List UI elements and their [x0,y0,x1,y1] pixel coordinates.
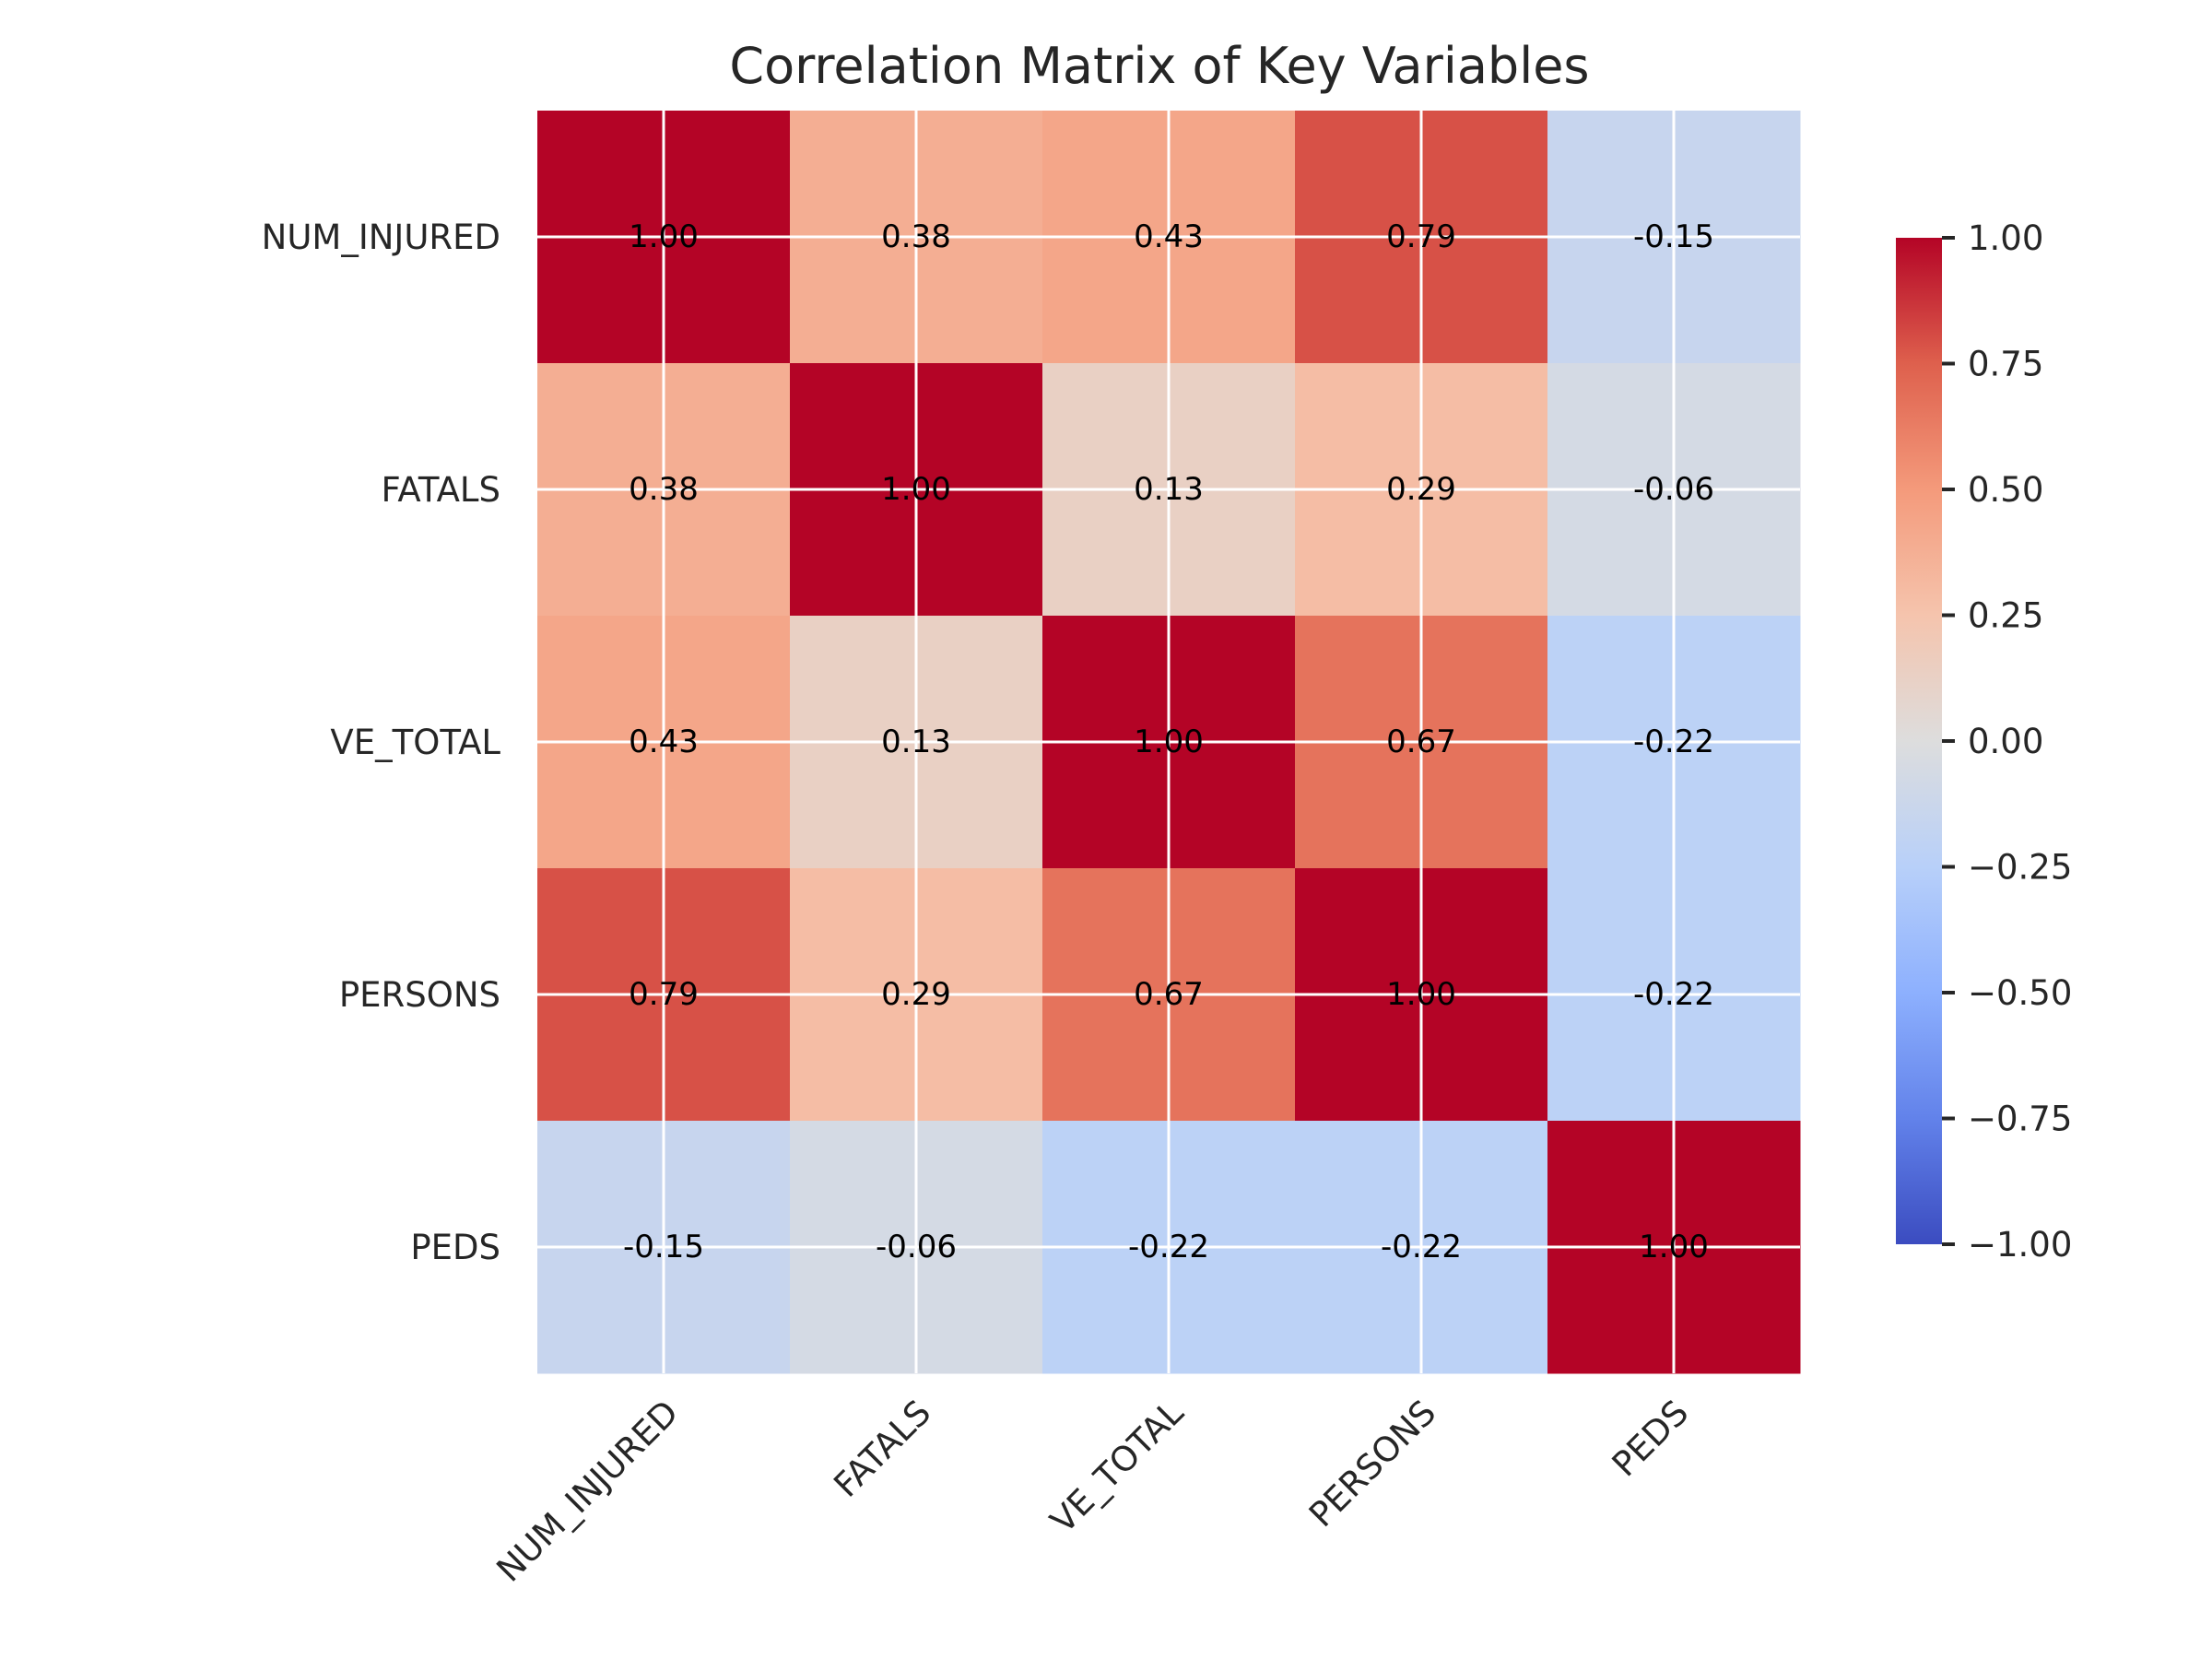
colorbar-tick-label: 0.50 [1968,470,2043,510]
y-axis-tick-labels: NUM_INJURED FATALS VE_TOTAL PERSONS PEDS [262,218,501,1267]
cell-annotation-4-2: -0.22 [1128,1229,1209,1265]
x-tick-label: NUM_INJURED [489,1393,687,1590]
cell-annotation-1-4: -0.06 [1633,471,1714,508]
cell-annotation-4-3: -0.22 [1381,1229,1462,1265]
cell-annotation-4-4: 1.00 [1639,1229,1709,1265]
x-tick-label: PEDS [1605,1393,1696,1484]
x-tick-label: VE_TOTAL [1042,1393,1191,1541]
colorbar-tick-label: −1.00 [1968,1225,2072,1265]
cell-annotation-3-2: 0.67 [1134,976,1204,1013]
cell-annotation-1-1: 1.00 [881,471,951,508]
x-axis-tick-labels: NUM_INJURED FATALS VE_TOTAL PERSONS PEDS [489,1393,1697,1590]
y-tick-label: PEDS [410,1228,500,1267]
colorbar-tick-label: 0.75 [1968,345,2043,384]
cell-annotation-3-0: 0.79 [629,976,699,1013]
colorbar-tick-label: 0.00 [1968,722,2043,761]
x-tick-label: PERSONS [1301,1393,1443,1535]
chart-title: Correlation Matrix of Key Variables [729,37,1589,95]
cell-annotation-0-4: -0.15 [1633,218,1714,255]
x-tick-label: FATALS [826,1393,938,1505]
y-tick-label: VE_TOTAL [330,723,500,762]
cell-annotation-0-2: 0.43 [1134,218,1204,255]
cell-annotation-3-1: 0.29 [881,976,951,1013]
cell-annotation-0-0: 1.00 [629,218,699,255]
cell-annotation-4-1: -0.06 [876,1229,957,1265]
cell-annotation-0-3: 0.79 [1386,218,1456,255]
cell-annotation-2-1: 0.13 [881,724,951,760]
colorbar-tick-label: 0.25 [1968,596,2043,636]
colorbar-tick-label: 1.00 [1968,218,2043,258]
cell-annotation-4-0: -0.15 [623,1229,704,1265]
cell-annotation-2-4: -0.22 [1633,724,1714,760]
cell-annotations: 1.00 0.38 0.43 0.79 -0.15 0.38 1.00 0.13 0.29 -0.… [623,218,1714,1265]
colorbar-gradient [1896,238,1942,1244]
cell-annotation-3-3: 1.00 [1386,976,1456,1013]
colorbar-tick-label: −0.25 [1968,848,2072,888]
colorbar-tick-label: −0.75 [1968,1100,2072,1139]
colorbar-tick-label: −0.50 [1968,973,2072,1013]
cell-annotation-1-3: 0.29 [1386,471,1456,508]
cell-annotation-2-0: 0.43 [629,724,699,760]
cell-annotation-2-3: 0.67 [1386,724,1456,760]
y-tick-label: FATALS [382,470,500,510]
heatmap-gridlines [537,111,1800,1373]
y-tick-label: NUM_INJURED [262,218,500,257]
colorbar: 1.00 0.75 0.50 0.25 0.00 −0.25 −0.50 −0.75 −1.00 [1896,218,2072,1265]
cell-annotation-1-0: 0.38 [629,471,699,508]
cell-annotation-3-4: -0.22 [1633,976,1714,1013]
y-tick-label: PERSONS [339,975,500,1015]
cell-annotation-0-1: 0.38 [881,218,951,255]
cell-annotation-1-2: 0.13 [1134,471,1204,508]
cell-annotation-2-2: 1.00 [1134,724,1204,760]
